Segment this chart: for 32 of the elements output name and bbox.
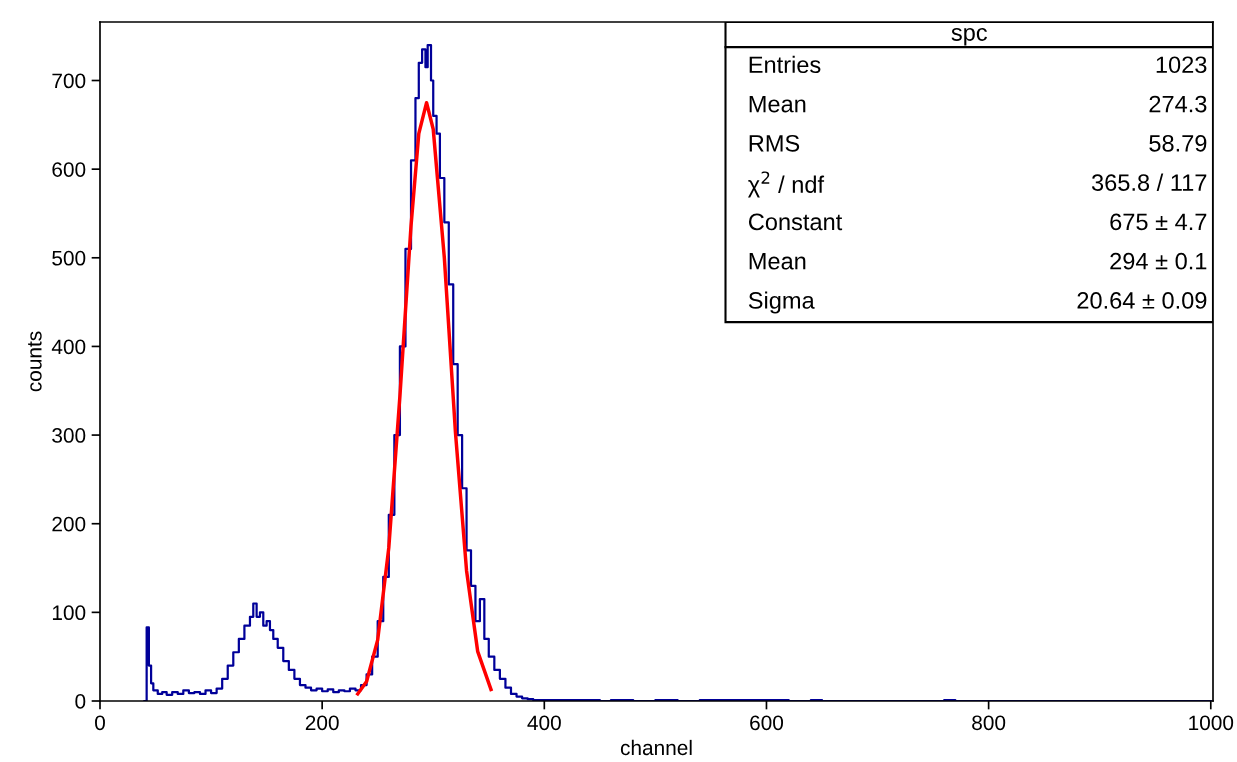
annotation: 274.3: [1149, 95, 1207, 113]
x-tick-label: 400: [527, 715, 561, 731]
annotation: 365.8 / 117: [1091, 173, 1207, 191]
x-tick-label: 600: [750, 715, 784, 731]
y-tick-label: 200: [52, 516, 86, 532]
y-tick-label: 100: [52, 605, 86, 621]
y-tick-label: 300: [52, 428, 86, 443]
x-tick-label: 0: [95, 715, 105, 731]
annotation: 294 ± 0.1: [1110, 252, 1207, 270]
annotation: Constant: [748, 213, 843, 231]
annotation: 20.64 ± 0.09: [1077, 292, 1207, 309]
y-tick-label: 700: [52, 73, 86, 89]
x-tick-label: 200: [305, 715, 339, 731]
annotation: 58.79: [1149, 134, 1207, 152]
annotation: 1023: [1156, 56, 1207, 74]
y-axis-title: counts: [28, 331, 42, 392]
annotation: Mean: [749, 253, 806, 270]
line-series: [355, 100, 493, 696]
annotation: 675 ± 4.7: [1110, 213, 1207, 231]
y-tick-label: 0: [75, 694, 86, 709]
annotation: Sigma: [748, 291, 815, 314]
y-tick-label: 600: [52, 162, 86, 177]
annotation: spc: [951, 27, 987, 46]
x-tick-label: 800: [972, 715, 1006, 731]
x-axis-title: channel: [620, 739, 692, 756]
annotation: χ$^{2}$ / ndf: [748, 171, 825, 198]
annotation: RMS: [749, 134, 800, 152]
annotation: Entries: [749, 55, 821, 74]
x-tick-label: 1000: [1189, 715, 1234, 731]
annotation: Mean: [749, 95, 806, 113]
y-tick-label: 500: [52, 250, 86, 266]
y-tick-label: 400: [51, 339, 86, 355]
